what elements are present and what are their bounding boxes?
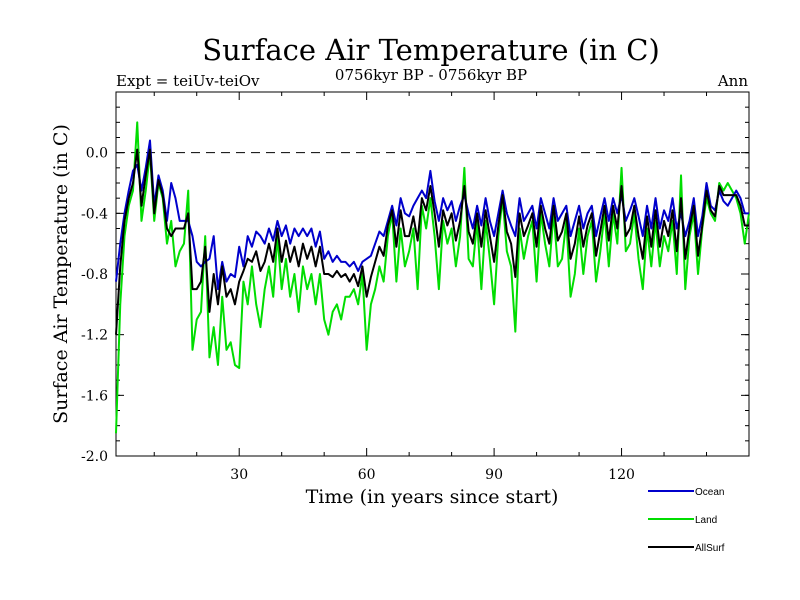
series-line-land <box>115 121 750 434</box>
axis-ticks: -2.0 -1.6 -1.2 -0.8 -0.4 0.0 30 60 90 120 <box>81 91 749 483</box>
legend-label-allsurf: AllSurf <box>695 543 725 554</box>
y-tick-label: -2.0 <box>81 449 108 465</box>
x-tick-label: 90 <box>485 467 503 483</box>
x-axis-label: Time (in years since start) <box>306 486 559 508</box>
y-axis-label: Surface Air Temperature (in C) <box>50 124 72 424</box>
x-tick-label: 30 <box>230 467 248 483</box>
plot-frame <box>115 91 750 457</box>
x-tick-label: 60 <box>358 467 376 483</box>
chart-title: Surface Air Temperature (in C) <box>202 33 660 67</box>
x-tick-label: 120 <box>608 467 635 483</box>
y-tick-label: -0.4 <box>81 206 108 222</box>
series-layer <box>115 121 750 434</box>
legend-label-ocean: Ocean <box>695 487 724 498</box>
experiment-label: Expt = teiUv-teiOv <box>116 72 260 90</box>
season-label: Ann <box>717 72 748 90</box>
legend-label-land: Land <box>695 515 717 526</box>
y-tick-label: -0.8 <box>81 267 108 283</box>
y-tick-label: -1.6 <box>81 388 108 404</box>
period-label: 0756kyr BP - 0756kyr BP <box>335 66 527 84</box>
legend: Ocean Land AllSurf <box>648 487 725 554</box>
y-tick-label: 0.0 <box>86 146 108 162</box>
series-line-allsurf <box>115 148 749 335</box>
y-tick-label: -1.2 <box>81 328 108 344</box>
